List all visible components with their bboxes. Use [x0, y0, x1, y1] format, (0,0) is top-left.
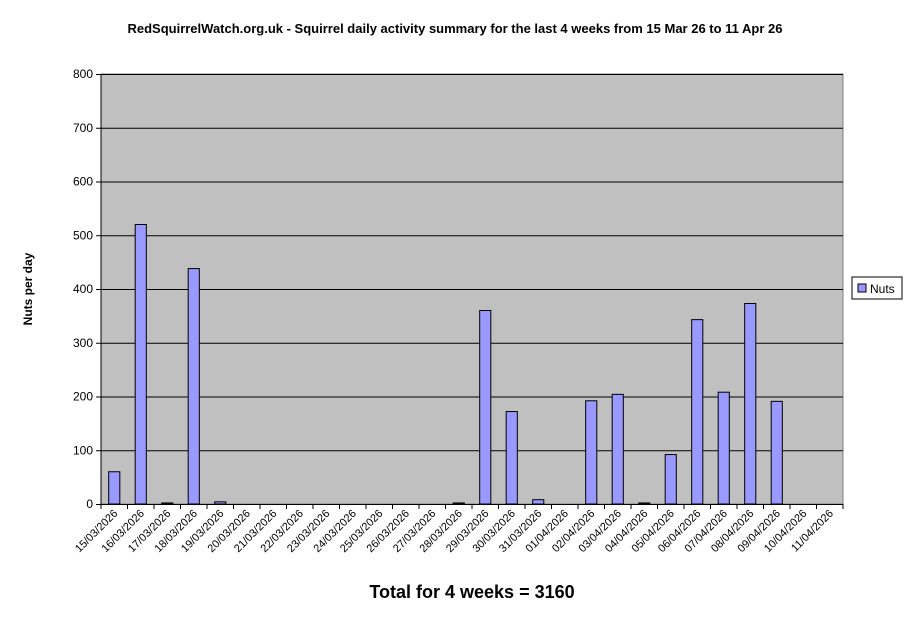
- bar-02-04-2026: [585, 400, 598, 505]
- bar-06-04-2026: [691, 319, 704, 505]
- bar-03-04-2026: [611, 393, 624, 505]
- legend-swatch-nuts: [857, 283, 867, 293]
- bar-29-03-2026: [479, 310, 492, 505]
- bar-28-03-2026: [452, 502, 465, 505]
- bar-04-04-2026: [638, 502, 651, 505]
- y-tick-label: 200: [73, 390, 93, 404]
- bar-17-03-2026: [161, 502, 174, 505]
- bar-15-03-2026: [108, 471, 121, 505]
- y-tick-label: 600: [73, 175, 93, 189]
- legend: Nuts: [851, 276, 903, 300]
- y-tick-label: 400: [73, 282, 93, 296]
- bar-31-03-2026: [532, 499, 545, 505]
- legend-label-nuts: Nuts: [870, 282, 895, 296]
- total-annotation: Total for 4 weeks = 3160: [369, 582, 574, 602]
- y-tick-label: 500: [73, 228, 93, 242]
- bar-07-04-2026: [717, 391, 730, 505]
- bar-09-04-2026: [770, 400, 783, 505]
- chart-title: RedSquirrelWatch.org.uk - Squirrel daily…: [127, 21, 782, 36]
- legend-box: [851, 276, 903, 300]
- bar-30-03-2026: [505, 411, 518, 505]
- bar-16-03-2026: [134, 224, 147, 505]
- y-axis-label: Nuts per day: [21, 252, 35, 325]
- y-tick-label: 700: [73, 121, 93, 135]
- bar-18-03-2026: [187, 268, 200, 505]
- bar-19-03-2026: [214, 501, 227, 505]
- bar-05-04-2026: [664, 454, 677, 505]
- bar-08-04-2026: [744, 303, 757, 505]
- y-tick-label: 300: [73, 336, 93, 350]
- y-tick-label: 100: [73, 443, 93, 457]
- y-tick-label: 800: [73, 67, 93, 81]
- plot-area: 010020030040050060070080015/03/202616/03…: [73, 67, 844, 555]
- y-tick-label: 0: [86, 497, 93, 511]
